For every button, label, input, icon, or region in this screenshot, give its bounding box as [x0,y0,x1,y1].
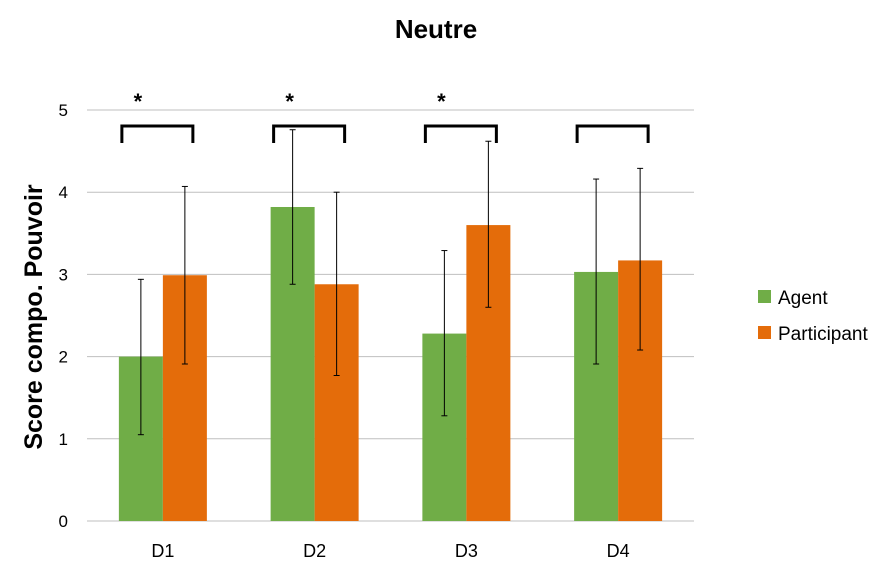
y-tick-label-5: 5 [59,101,68,120]
legend-swatch-agent [758,290,771,303]
significance-star-D2: * [285,89,294,114]
significance-bracket-D4 [575,124,650,143]
y-tick-label-2: 2 [59,348,68,367]
significance-bracket-D2 [272,124,347,143]
significance-bracket-D1 [120,124,195,143]
significance-bracket-D3 [423,124,498,143]
y-axis-label: Score compo. Pouvoir [20,184,48,450]
legend-label-participant: Participant [778,324,868,345]
bars [118,206,663,521]
legend-swatch-participant [758,326,771,339]
significance-brackets: * * * [120,89,650,143]
x-tick-label-D1: D1 [151,541,174,561]
x-axis-categories: D1 D2 D3 D4 [151,541,629,561]
y-tick-label-4: 4 [59,183,68,202]
y-tick-label-1: 1 [59,430,68,449]
legend: Agent Participant [758,288,868,345]
legend-label-agent: Agent [778,288,828,309]
y-axis-ticks: 0 1 2 3 4 5 [59,101,68,531]
significance-star-D1: * [134,89,143,114]
significance-star-D3: * [437,89,446,114]
x-tick-label-D4: D4 [607,541,630,561]
y-tick-label-3: 3 [59,265,68,284]
chart-title: Neutre [395,14,477,44]
x-tick-label-D3: D3 [455,541,478,561]
y-tick-label-0: 0 [59,512,68,531]
x-tick-label-D2: D2 [303,541,326,561]
error-bars [137,129,644,436]
